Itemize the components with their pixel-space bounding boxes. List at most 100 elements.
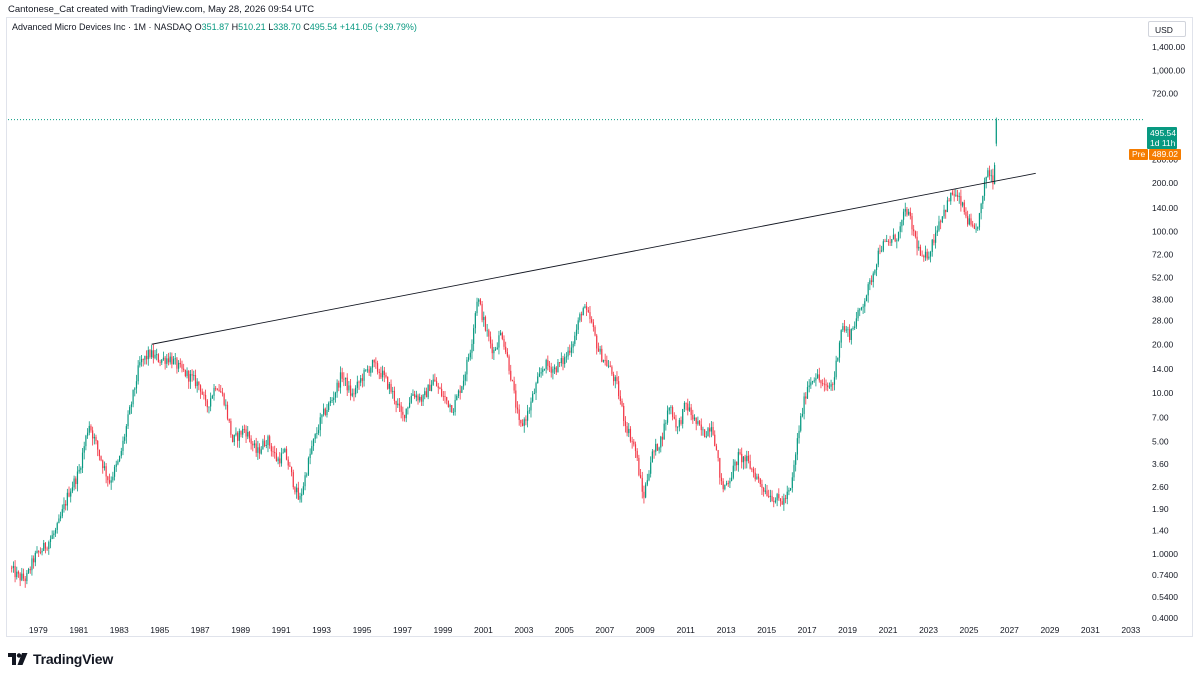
candle-body [430,384,433,391]
candle-body [948,200,950,202]
candle-body [618,381,620,397]
candle-body [872,273,874,283]
candle-body [71,487,74,492]
time-tick-label: 2011 [677,625,696,635]
candle-body [238,431,240,441]
candle-body [742,456,745,463]
candle-body [355,387,357,395]
candle-body [656,443,659,451]
candle-body [798,430,800,439]
candle-body [388,383,390,389]
candle-body [285,448,288,460]
price-tick-label: 3.60 [1152,459,1169,469]
candle-body [333,397,335,400]
time-tick-label: 2021 [879,625,898,635]
candle-body [835,360,837,378]
candle-body [403,414,406,419]
candle-body [172,358,175,365]
candle-body [188,370,190,382]
candle-body [972,224,974,226]
candle-body [383,370,385,376]
candle-body [17,571,20,574]
candle-body [671,407,674,417]
candle-body [198,381,200,386]
candle-body [774,500,777,503]
candle-body [764,490,766,492]
candle-body [796,438,798,455]
candle-body [587,310,589,313]
candle-body [371,359,374,368]
candle-body [24,578,26,582]
time-axis[interactable]: 1979 1981 1983 1985 1987 1989 1991 1993 1995 1997… [29,625,1141,635]
trendline[interactable] [151,172,1036,345]
candle-body [700,424,702,431]
candle-body [366,369,369,371]
candle-body [441,388,443,396]
candle-body [911,216,913,230]
candle-body [955,194,957,196]
close-value: 495.54 [309,22,338,32]
candle-body [653,451,655,453]
candle-body [690,407,692,416]
time-tick-label: 2009 [636,625,655,635]
candle-body [296,487,298,493]
candle-body [660,436,662,448]
candle-body [714,434,716,447]
candle-body [994,164,996,185]
candle-body [161,359,163,363]
brand-logo[interactable]: TradingView [8,651,113,667]
candle-body [918,246,920,249]
candle-body [521,423,524,426]
price-tick-label: 38.00 [1152,294,1174,304]
candle-body [178,362,180,369]
candle-body [54,529,57,534]
time-tick-label: 1995 [353,625,372,635]
candle-body [240,431,242,435]
candle-body [414,394,416,398]
candle-body [908,211,910,215]
candle-body [368,369,370,373]
candle-body [370,367,372,373]
candle-body [235,432,237,436]
time-tick-label: 2007 [595,625,614,635]
price-tick-label: 100.00 [1152,227,1178,237]
candle-body [564,357,566,365]
time-tick-label: 2027 [1000,625,1019,635]
candle-body [800,416,802,431]
candle-body [365,369,367,371]
candle-body [788,490,790,492]
candle-body [500,332,502,336]
candle-body [250,438,252,444]
time-tick-label: 1991 [272,625,291,635]
candle-body [638,457,640,476]
open-label: O [194,22,202,32]
candle-body [896,240,898,242]
candle-body [953,194,955,196]
candle-body [267,436,269,446]
candle-body [419,396,421,401]
time-tick-label: 1993 [312,625,331,635]
candle-body [722,481,724,490]
currency-button[interactable]: USD [1148,21,1186,37]
candle-body [820,380,822,384]
candle-body [130,404,133,407]
time-tick-label: 2023 [919,625,938,635]
candle-body [619,396,621,401]
candle-body [818,374,820,381]
candle-body [139,362,141,366]
candle-body [119,455,121,462]
candle-body [145,355,148,360]
candle-body [289,465,291,467]
candle-body [805,396,807,399]
candle-body [125,426,127,437]
chart-frame [6,17,1193,637]
candle-body [282,452,284,454]
time-tick-label: 2031 [1081,625,1100,635]
candle-body [204,394,207,401]
candle-body [31,558,33,571]
candle-body [769,495,771,497]
time-tick-label: 1989 [231,625,250,635]
candle-body [12,566,14,568]
price-tick-label: 140.00 [1152,203,1178,213]
